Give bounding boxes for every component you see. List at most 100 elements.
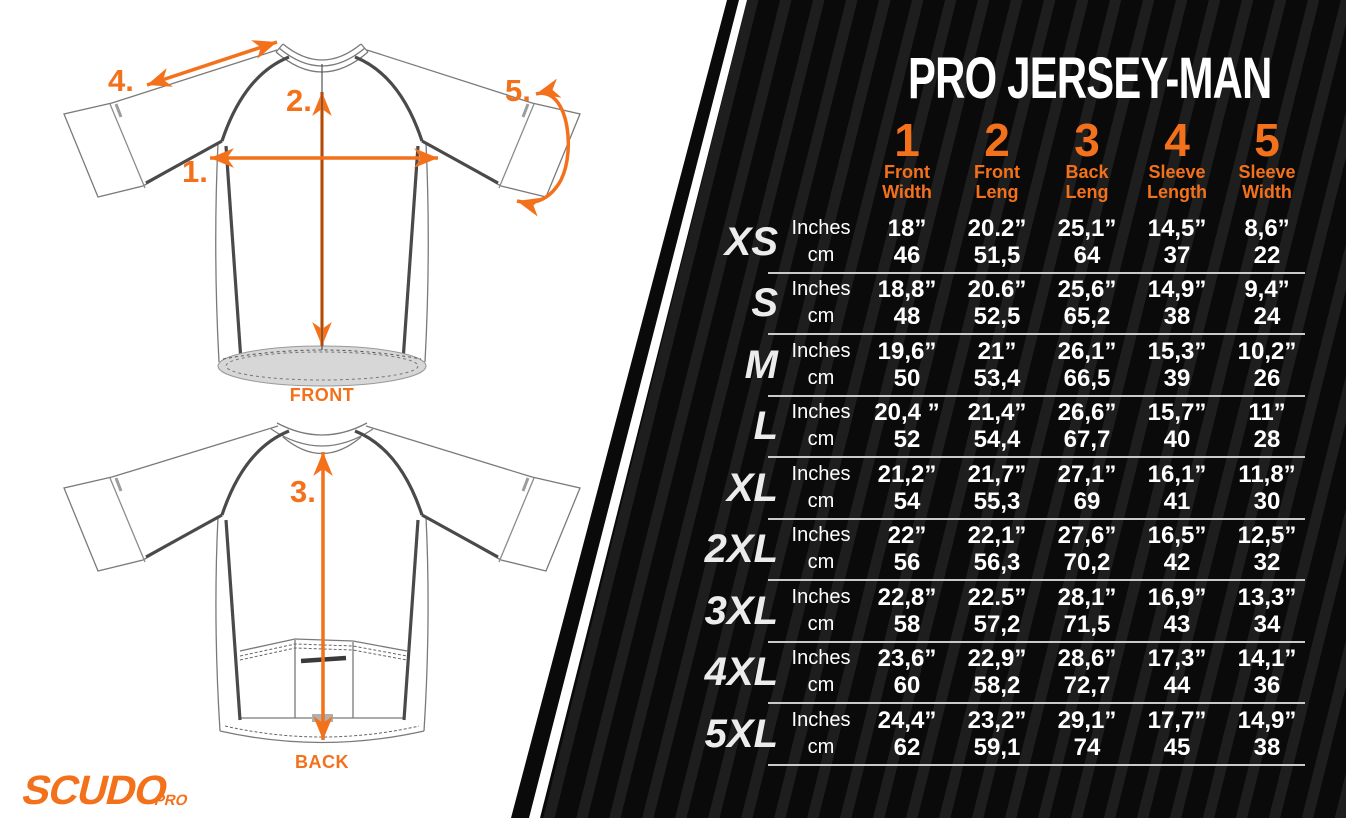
- value-cell: 28,6” 72,7: [1042, 645, 1132, 699]
- inches-value: 20.2”: [967, 214, 1027, 242]
- cm-value: 32: [1253, 549, 1281, 577]
- size-row: 4XL Inches cm 23,6” 60 22,9” 58,2 28,6” 72,7 1…: [630, 642, 1320, 704]
- value-cell: 23,6” 60: [862, 645, 952, 699]
- column-label: Width: [1242, 182, 1292, 202]
- size-label: 4XL: [704, 650, 778, 695]
- size-row: XL Inches cm 21,2” 54 21,7” 55,3 27,1” 69 16,1…: [630, 457, 1320, 520]
- value-cell: 14,5” 37: [1132, 215, 1222, 269]
- inches-label: Inches: [791, 401, 851, 424]
- value-cell: 22,1” 56,3: [952, 522, 1042, 576]
- unit-labels: Inches cm: [780, 707, 862, 761]
- cm-value: 69: [1073, 487, 1101, 515]
- inches-value: 27,6”: [1057, 522, 1117, 550]
- inches-value: 29,1”: [1057, 706, 1117, 734]
- cm-value: 64: [1073, 241, 1101, 269]
- cuff-tick-back-right: [521, 477, 530, 492]
- value-cell: 14,9” 38: [1132, 276, 1222, 330]
- cm-value: 46: [893, 241, 921, 269]
- value-cell: 22,9” 58,2: [952, 645, 1042, 699]
- cm-value: 42: [1163, 549, 1191, 577]
- inches-value: 18”: [887, 214, 927, 242]
- column-number: 5: [1254, 114, 1280, 166]
- column-header: 1 Front Width: [862, 117, 952, 202]
- unit-labels: Inches cm: [780, 215, 862, 269]
- value-cell: 27,1” 69: [1042, 461, 1132, 515]
- size-rows: XS Inches cm 18” 46 20.2” 51,5 25,1” 64 14,5” 3…: [630, 211, 1320, 766]
- column-headers: 1 Front Width 2 Front Leng 3 Back Leng 4…: [862, 114, 1312, 202]
- size-row: 5XL Inches cm 24,4” 62 23,2” 59,1 29,1” 74 17,…: [630, 703, 1320, 766]
- value-cell: 16,1” 41: [1132, 461, 1222, 515]
- inches-value: 10,2”: [1237, 337, 1297, 365]
- size-row: S Inches cm 18,8” 48 20.6” 52,5 25,6” 65,2 14,…: [630, 273, 1320, 335]
- value-cell: 15,3” 39: [1132, 338, 1222, 392]
- cm-value: 51,5: [973, 241, 1021, 269]
- size-label: M: [744, 342, 778, 387]
- cm-value: 48: [893, 303, 921, 331]
- cm-value: 43: [1163, 610, 1191, 638]
- inches-label: Inches: [791, 462, 851, 485]
- row-separator: [768, 271, 1305, 274]
- inches-value: 21,2”: [877, 460, 937, 488]
- size-label: L: [753, 404, 778, 449]
- inches-label: Inches: [791, 708, 851, 731]
- column-header: 3 Back Leng: [1042, 114, 1132, 202]
- size-label: XL: [726, 465, 778, 510]
- inches-value: 28,1”: [1057, 583, 1117, 611]
- cuff-tick-left: [114, 103, 123, 118]
- cm-value: 52: [893, 426, 921, 454]
- inches-value: 17,3”: [1147, 645, 1207, 673]
- value-cell: 9,4” 24: [1222, 276, 1312, 330]
- cm-label: cm: [807, 243, 835, 266]
- column-header: 5 Sleeve Width: [1222, 114, 1312, 202]
- cm-value: 22: [1253, 241, 1281, 269]
- value-cell: 18,8” 48: [862, 276, 952, 330]
- value-cell: 20.2” 51,5: [952, 215, 1042, 269]
- inches-value: 11,8”: [1238, 460, 1296, 488]
- value-cell: 27,6” 70,2: [1042, 522, 1132, 576]
- inches-value: 28,6”: [1057, 645, 1117, 673]
- value-cell: 8,6” 22: [1222, 215, 1312, 269]
- size-row: XS Inches cm 18” 46 20.2” 51,5 25,1” 64 14,5” 3…: [630, 211, 1320, 274]
- brand-logo: SCUDO PRO: [18, 767, 190, 813]
- value-cell: 20.6” 52,5: [952, 276, 1042, 330]
- value-cell: 12,5” 32: [1222, 522, 1312, 576]
- cm-value: 66,5: [1063, 364, 1111, 392]
- cm-value: 57,2: [973, 610, 1021, 638]
- size-row: 2XL Inches cm 22” 56 22,1” 56,3 27,6” 70,2 16,…: [630, 519, 1320, 581]
- inches-value: 19,6”: [877, 337, 937, 365]
- value-cell: 17,7” 45: [1132, 707, 1222, 761]
- size-label: 2XL: [704, 527, 778, 572]
- column-label: Back: [1065, 162, 1109, 182]
- inches-value: 26,6”: [1057, 399, 1117, 427]
- value-cell: 17,3” 44: [1132, 645, 1222, 699]
- column-label: Leng: [975, 182, 1019, 202]
- value-cell: 26,1” 66,5: [1042, 338, 1132, 392]
- column-number: 3: [1074, 114, 1100, 166]
- inches-value: 25,6”: [1057, 276, 1117, 304]
- cm-value: 38: [1253, 733, 1281, 761]
- size-row: L Inches cm 20,4 ” 52 21,4” 54,4 26,6” 67,7 15…: [630, 396, 1320, 458]
- value-cell: 16,5” 42: [1132, 522, 1222, 576]
- cm-value: 58,2: [973, 672, 1021, 700]
- cm-value: 67,7: [1063, 426, 1111, 454]
- inches-label: Inches: [791, 339, 851, 362]
- value-cell: 14,1” 36: [1222, 645, 1312, 699]
- inches-value: 14,5”: [1147, 214, 1207, 242]
- size-label: XS: [724, 219, 778, 264]
- column-label: Sleeve: [1148, 162, 1206, 182]
- column-label: Sleeve: [1238, 162, 1296, 182]
- inches-value: 13,3”: [1237, 583, 1297, 611]
- unit-labels: Inches cm: [780, 645, 862, 699]
- cm-value: 36: [1253, 672, 1281, 700]
- marker-3-label: 3.: [290, 474, 316, 509]
- inches-value: 22,1”: [967, 522, 1027, 550]
- back-label: BACK: [295, 752, 349, 772]
- cm-label: cm: [807, 489, 835, 512]
- jersey-front-seams: [145, 55, 499, 362]
- cm-value: 71,5: [1063, 610, 1111, 638]
- cm-value: 74: [1073, 733, 1101, 761]
- marker-5-label: 5.: [505, 73, 531, 108]
- inches-value: 22.5”: [967, 583, 1027, 611]
- value-cell: 10,2” 26: [1222, 338, 1312, 392]
- column-header: 2 Front Leng: [952, 117, 1042, 202]
